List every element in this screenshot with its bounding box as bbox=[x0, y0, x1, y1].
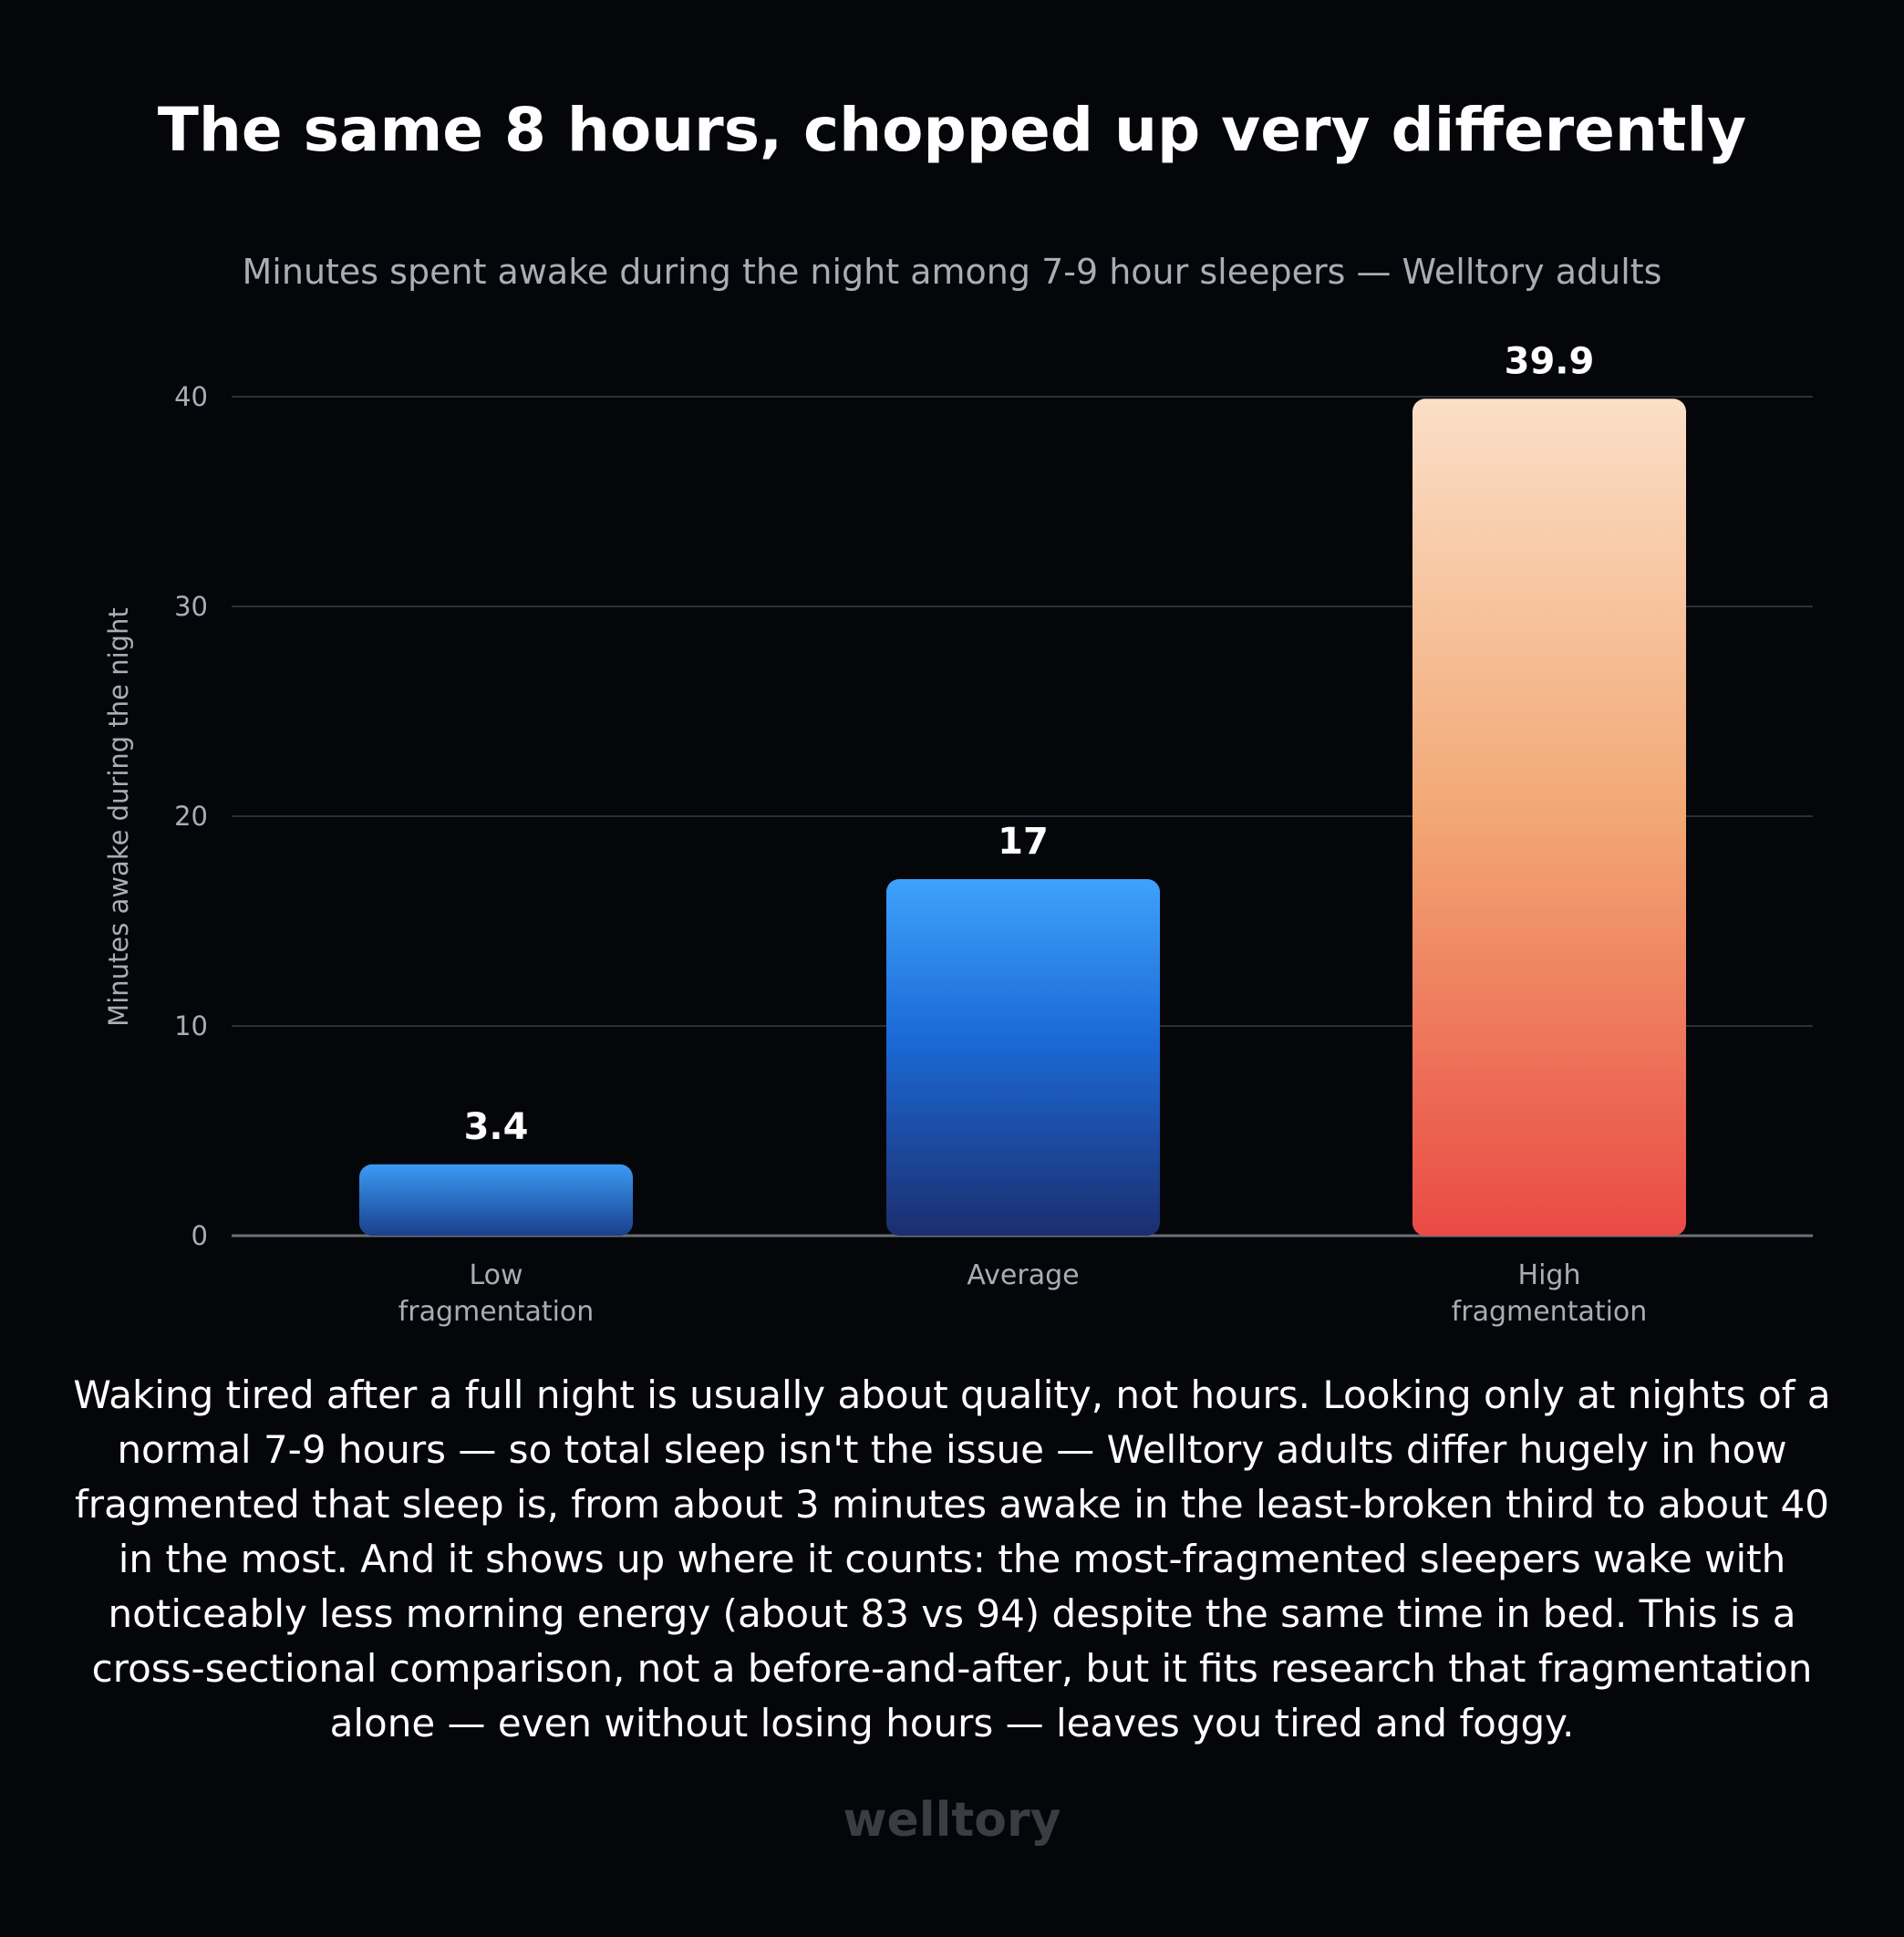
brand-logo: welltory bbox=[843, 1793, 1061, 1848]
bar-high-fragmentation bbox=[1412, 399, 1686, 1236]
x-tick-label: High bbox=[1518, 1259, 1581, 1291]
chart-title: The same 8 hours, chopped up very differ… bbox=[157, 95, 1747, 165]
chart-subtitle: Minutes spent awake during the night amo… bbox=[242, 252, 1662, 292]
data-label: 39.9 bbox=[1505, 340, 1595, 382]
bar-chart: 0 10 20 30 40 3.4 Low fragmentation 17 Average 39.… bbox=[103, 340, 1813, 1328]
data-label: 17 bbox=[998, 821, 1049, 863]
bar-average bbox=[886, 879, 1160, 1236]
y-tick-label: 20 bbox=[174, 801, 208, 832]
data-label: 3.4 bbox=[464, 1106, 529, 1148]
x-tick-label: Low bbox=[469, 1259, 523, 1291]
caption-text: Waking tired after a full night is usual… bbox=[73, 1372, 1831, 1745]
y-tick-label: 10 bbox=[174, 1010, 208, 1041]
bars bbox=[359, 399, 1686, 1236]
labels: 0 10 20 30 40 3.4 Low fragmentation 17 Average 39.… bbox=[174, 340, 1647, 1328]
x-tick-label: fragmentation bbox=[398, 1296, 595, 1328]
x-tick-label: Average bbox=[967, 1259, 1079, 1291]
bar-low-fragmentation bbox=[359, 1164, 633, 1236]
y-tick-label: 0 bbox=[191, 1220, 208, 1251]
x-tick-label: fragmentation bbox=[1452, 1296, 1648, 1328]
y-axis-label: Minutes awake during the night bbox=[103, 607, 134, 1027]
y-tick-label: 40 bbox=[174, 381, 208, 412]
y-tick-label: 30 bbox=[174, 591, 208, 622]
